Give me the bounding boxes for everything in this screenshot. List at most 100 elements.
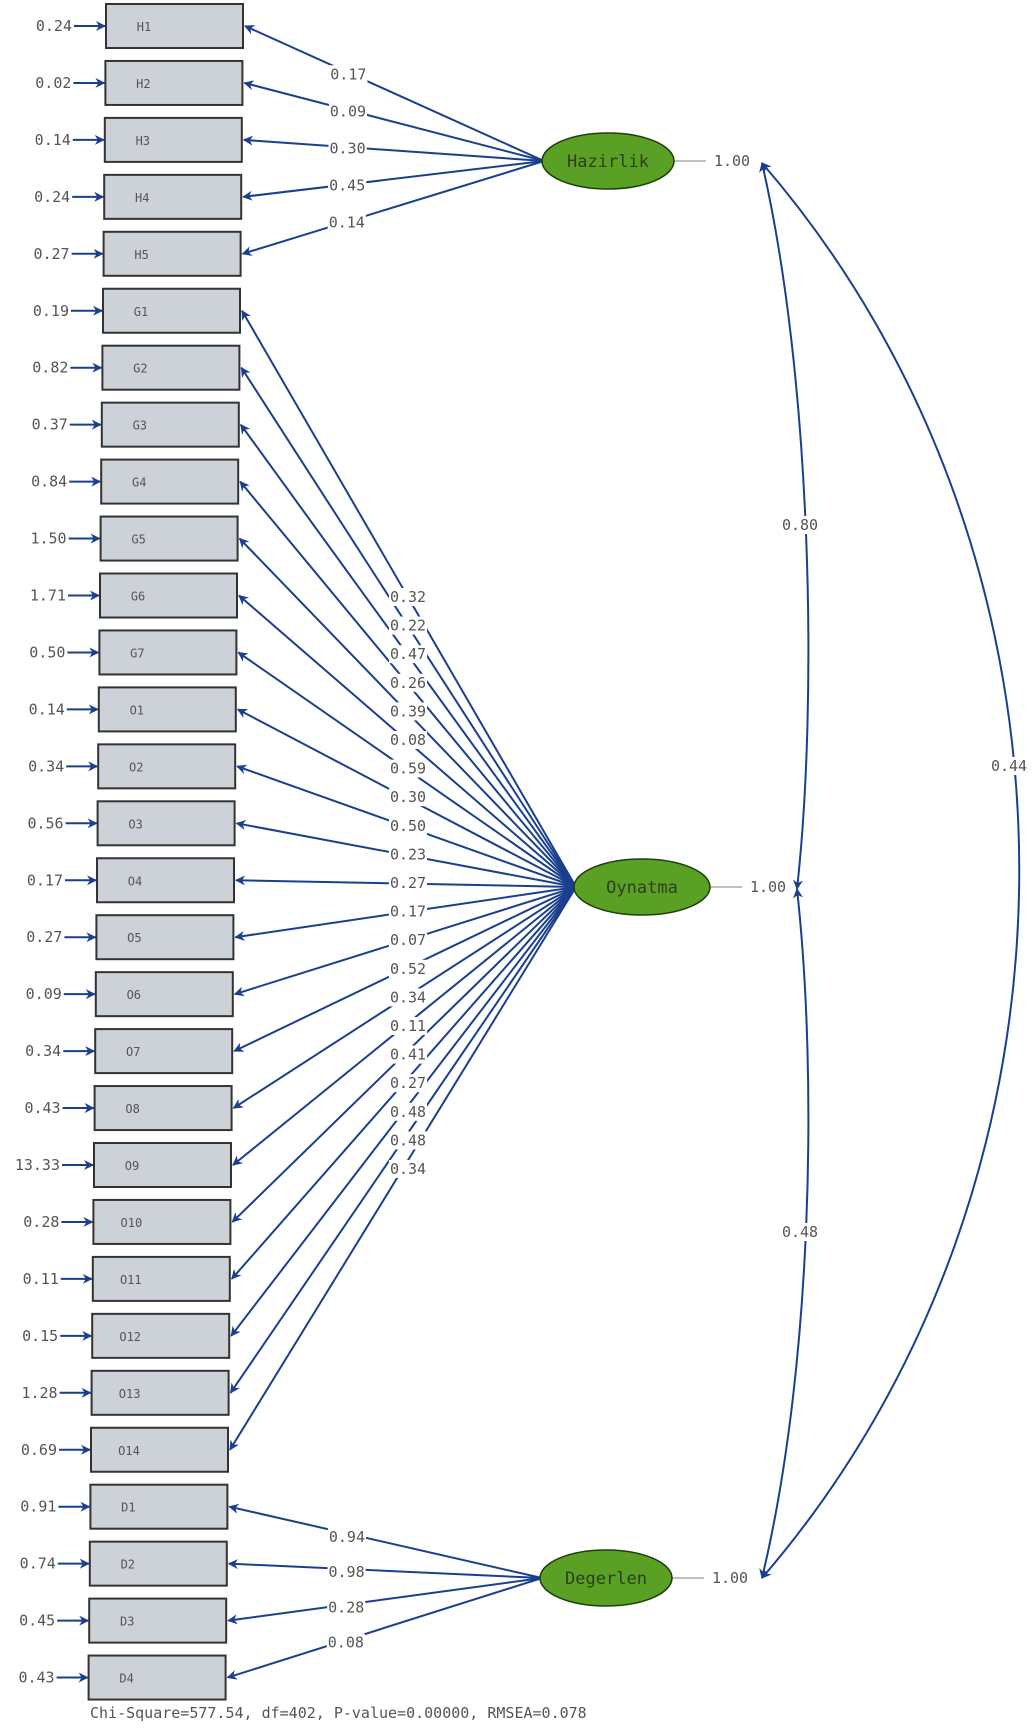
error-variance-o4: 0.17 <box>27 871 63 889</box>
observed-label-g3: G3 <box>133 419 147 433</box>
observed-box-g4 <box>100 458 240 505</box>
loading-label-bg <box>327 213 366 232</box>
observed-box-o13 <box>90 1369 230 1416</box>
latent-oynatma <box>573 858 711 916</box>
observed-label-g1: G1 <box>134 305 148 319</box>
observed-box-o7 <box>94 1028 234 1075</box>
loading-value-h1: 0.17 <box>330 65 366 83</box>
observed-box-g7 <box>98 629 238 676</box>
loading-path-h3 <box>242 135 545 162</box>
loading-label-bg <box>388 1045 428 1064</box>
loading-label-bg <box>388 616 428 635</box>
error-variance-o9: 13.33 <box>15 1156 60 1174</box>
loading-value-h2: 0.09 <box>330 102 366 120</box>
loading-value-o9: 0.11 <box>390 1017 426 1035</box>
loading-value-o14: 0.34 <box>390 1160 426 1178</box>
loading-label-bg <box>388 816 428 835</box>
latent-variance-degerlen: 1.00 <box>712 1569 748 1587</box>
loading-path-h5 <box>241 160 545 256</box>
correlation-value-1: 0.48 <box>782 1223 818 1241</box>
loading-label-bg <box>388 874 428 892</box>
loading-label-bg <box>388 902 428 921</box>
error-variance-g6: 1.71 <box>30 587 66 605</box>
latent-label-hazirlik: Hazirlik <box>567 152 649 172</box>
loading-value-o12: 0.48 <box>390 1103 426 1121</box>
observed-box-d4 <box>87 1654 227 1701</box>
observed-label-o13: O13 <box>119 1387 141 1401</box>
observed-box-h5 <box>102 230 242 277</box>
loading-label-bg <box>388 673 428 692</box>
loading-value-d2: 0.98 <box>329 1563 365 1581</box>
error-variance-o7: 0.34 <box>25 1042 61 1060</box>
loading-value-o4: 0.27 <box>390 874 426 892</box>
observed-label-o8: O8 <box>125 1102 139 1116</box>
error-variance-h5: 0.27 <box>33 245 69 263</box>
observed-box-o3 <box>96 800 236 847</box>
error-variance-o8: 0.43 <box>24 1099 60 1117</box>
latent-degerlen <box>539 1549 673 1607</box>
correlation-path-2 <box>761 162 1021 1579</box>
loading-value-d4: 0.08 <box>328 1634 364 1652</box>
latent-label-oynatma: Oynatma <box>606 878 678 898</box>
loading-label-bg <box>388 959 428 978</box>
loading-value-o10: 0.41 <box>390 1046 426 1064</box>
correlation-value-2: 0.44 <box>991 757 1027 775</box>
observed-box-o1 <box>97 686 237 733</box>
observed-box-o12 <box>91 1312 231 1359</box>
loading-path-d4 <box>226 1577 543 1680</box>
loading-label-bg <box>327 1563 366 1582</box>
loading-label-bg <box>388 1131 428 1150</box>
loading-path-h2 <box>243 80 545 162</box>
observed-box-h4 <box>103 173 243 220</box>
observed-box-h2 <box>104 59 244 106</box>
error-variance-g7: 0.50 <box>29 643 65 661</box>
error-variance-o12: 0.15 <box>22 1327 58 1345</box>
loading-value-g2: 0.22 <box>390 617 426 635</box>
loading-value-o7: 0.52 <box>390 960 426 978</box>
observed-label-o10: O10 <box>121 1216 143 1230</box>
loading-path-d1 <box>228 1503 543 1579</box>
observed-box-g3 <box>100 401 240 448</box>
observed-label-o11: O11 <box>120 1273 142 1287</box>
correlation-value-0: 0.80 <box>782 516 818 534</box>
loading-label-bg <box>327 1527 367 1546</box>
loading-value-o3: 0.23 <box>390 845 426 863</box>
loading-value-h5: 0.14 <box>329 213 365 231</box>
observed-label-o2: O2 <box>129 760 143 774</box>
loading-label-bg <box>328 102 368 121</box>
latent-label-degerlen: Degerlen <box>565 1569 647 1589</box>
observed-label-o12: O12 <box>119 1330 141 1344</box>
loading-value-h4: 0.45 <box>329 176 365 194</box>
loading-path-d3 <box>227 1577 543 1625</box>
correlation-label-bg <box>780 1223 820 1241</box>
observed-box-d2 <box>88 1540 228 1587</box>
loading-label-bg <box>388 645 428 664</box>
loading-label-bg <box>388 1160 428 1178</box>
loading-value-o11: 0.27 <box>390 1074 426 1092</box>
loading-label-bg <box>328 139 367 158</box>
latent-variance-hazirlik: 1.00 <box>714 152 750 170</box>
observed-label-o9: O9 <box>125 1159 139 1173</box>
loading-label-bg <box>388 788 428 807</box>
loading-value-g1: 0.32 <box>390 588 426 606</box>
loading-value-g7: 0.59 <box>390 760 426 778</box>
observed-box-g6 <box>99 572 238 619</box>
observed-label-d3: D3 <box>120 1615 134 1629</box>
loading-value-h3: 0.30 <box>330 139 366 157</box>
error-variance-h3: 0.14 <box>35 131 71 149</box>
observed-box-d3 <box>88 1597 228 1644</box>
loading-value-g6: 0.08 <box>390 731 426 749</box>
loading-path-h4 <box>242 160 545 201</box>
error-variance-d2: 0.74 <box>20 1555 56 1573</box>
observed-box-g2 <box>101 344 241 391</box>
observed-label-o5: O5 <box>127 931 141 945</box>
latent-hazirlik <box>541 132 675 190</box>
loading-value-g5: 0.39 <box>390 702 426 720</box>
loading-label-bg <box>388 588 428 606</box>
observed-label-h4: H4 <box>135 191 149 205</box>
observed-box-o10 <box>92 1198 232 1245</box>
observed-label-d1: D1 <box>121 1501 135 1515</box>
error-variance-d4: 0.43 <box>18 1669 54 1687</box>
correlation-label-bg <box>989 757 1029 775</box>
loading-label-bg <box>327 1598 366 1617</box>
